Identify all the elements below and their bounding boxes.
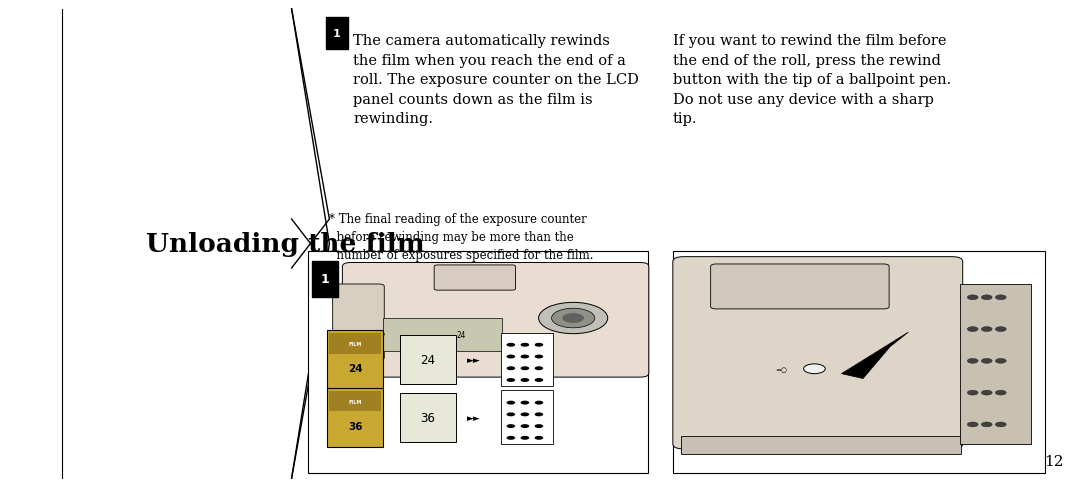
Bar [673, 251, 1045, 473]
Circle shape [535, 412, 543, 416]
Bar [681, 436, 961, 454]
Circle shape [996, 295, 1007, 300]
Circle shape [535, 436, 543, 440]
Circle shape [968, 327, 978, 332]
Circle shape [968, 390, 978, 395]
Circle shape [507, 343, 515, 347]
Bar [400, 335, 456, 384]
Text: FILM: FILM [349, 342, 362, 346]
FancyBboxPatch shape [342, 263, 649, 377]
Text: 1: 1 [321, 273, 329, 286]
Circle shape [521, 401, 529, 405]
Bar [308, 251, 648, 473]
Circle shape [982, 422, 993, 427]
Text: 24: 24 [420, 353, 435, 366]
Circle shape [507, 355, 515, 359]
Circle shape [982, 295, 993, 300]
Circle shape [521, 424, 529, 428]
Circle shape [507, 378, 515, 382]
Text: 36: 36 [348, 421, 363, 431]
Bar [327, 330, 383, 389]
Circle shape [552, 308, 595, 328]
Bar [329, 391, 381, 411]
FancyBboxPatch shape [673, 257, 962, 449]
Circle shape [982, 327, 993, 332]
Text: 1: 1 [333, 29, 341, 40]
Circle shape [804, 364, 825, 374]
Bar [383, 318, 502, 351]
Circle shape [372, 332, 384, 338]
Circle shape [521, 366, 529, 370]
Circle shape [507, 436, 515, 440]
Circle shape [535, 343, 543, 347]
Circle shape [521, 355, 529, 359]
Circle shape [507, 424, 515, 428]
Bar [326, 18, 348, 50]
FancyBboxPatch shape [711, 264, 889, 309]
Circle shape [968, 359, 978, 364]
Circle shape [507, 366, 515, 370]
Circle shape [535, 424, 543, 428]
Circle shape [996, 359, 1007, 364]
Circle shape [535, 366, 543, 370]
Bar [329, 333, 381, 354]
Circle shape [996, 327, 1007, 332]
Circle shape [521, 436, 529, 440]
Bar [327, 388, 383, 447]
Circle shape [521, 412, 529, 416]
Circle shape [521, 378, 529, 382]
Circle shape [982, 390, 993, 395]
Text: If you want to rewind the film before
the end of the roll, press the rewind
butt: If you want to rewind the film before th… [673, 34, 951, 126]
Text: The camera automatically rewinds
the film when you reach the end of a
roll. The : The camera automatically rewinds the fil… [353, 34, 639, 126]
Circle shape [968, 295, 978, 300]
Text: * The final reading of the exposure counter
  before rewinding may be more than : * The final reading of the exposure coun… [329, 212, 594, 261]
Circle shape [996, 390, 1007, 395]
Text: ►►: ►► [467, 355, 481, 364]
Text: ►►: ►► [467, 413, 481, 422]
Polygon shape [841, 332, 908, 379]
Circle shape [563, 313, 584, 323]
FancyBboxPatch shape [333, 285, 384, 360]
Circle shape [507, 401, 515, 405]
Circle shape [535, 355, 543, 359]
Bar [501, 333, 553, 386]
Circle shape [521, 343, 529, 347]
Bar [312, 261, 338, 298]
Text: 36: 36 [420, 411, 435, 424]
Text: 12: 12 [1044, 454, 1064, 468]
Circle shape [996, 422, 1007, 427]
Circle shape [507, 412, 515, 416]
Circle shape [539, 303, 608, 334]
Bar [960, 284, 1030, 444]
Text: =○: =○ [775, 366, 787, 372]
Circle shape [982, 359, 993, 364]
Text: 24: 24 [456, 330, 465, 339]
Text: FILM: FILM [349, 399, 362, 404]
Text: 24: 24 [348, 364, 363, 373]
FancyBboxPatch shape [434, 265, 515, 290]
Bar [501, 390, 553, 444]
Circle shape [535, 401, 543, 405]
Text: Unloading the film: Unloading the film [146, 231, 424, 257]
Circle shape [535, 378, 543, 382]
Bar [400, 393, 456, 442]
Circle shape [968, 422, 978, 427]
